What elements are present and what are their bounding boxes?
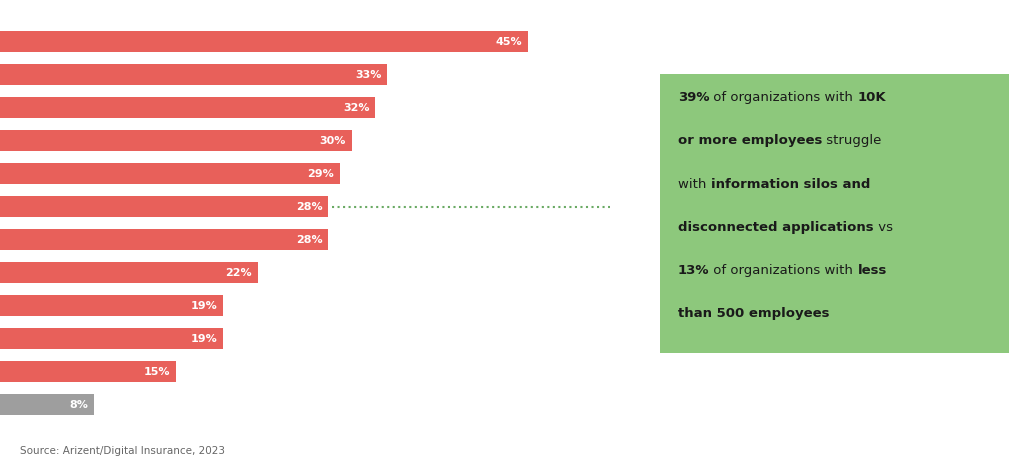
Text: than 500 employees: than 500 employees bbox=[678, 307, 829, 320]
Text: of organizations with: of organizations with bbox=[710, 91, 857, 104]
Text: Source: Arizent/Digital Insurance, 2023: Source: Arizent/Digital Insurance, 2023 bbox=[20, 445, 225, 456]
Text: vs: vs bbox=[873, 221, 893, 234]
Text: of organizations with: of organizations with bbox=[710, 264, 857, 277]
Text: 32%: 32% bbox=[343, 103, 370, 113]
Bar bbox=[0, 394, 94, 415]
Bar bbox=[0, 361, 176, 382]
Text: struggle: struggle bbox=[822, 134, 882, 147]
Bar bbox=[0, 131, 352, 151]
Text: 45%: 45% bbox=[496, 37, 522, 46]
Text: or more employees: or more employees bbox=[678, 134, 822, 147]
Bar bbox=[0, 262, 258, 283]
Text: less: less bbox=[857, 264, 887, 277]
Text: 15%: 15% bbox=[143, 367, 170, 377]
Bar bbox=[0, 98, 376, 118]
Text: 29%: 29% bbox=[307, 169, 334, 179]
Text: 8%: 8% bbox=[69, 400, 88, 410]
Text: 10K: 10K bbox=[857, 91, 886, 104]
Bar bbox=[0, 164, 340, 184]
Bar bbox=[0, 197, 329, 217]
Text: 28%: 28% bbox=[296, 235, 323, 245]
Text: 30%: 30% bbox=[319, 136, 346, 146]
Text: 28%: 28% bbox=[296, 202, 323, 212]
Text: 19%: 19% bbox=[190, 334, 217, 344]
Bar bbox=[0, 32, 527, 52]
Text: with: with bbox=[678, 178, 711, 191]
Text: 22%: 22% bbox=[225, 268, 252, 278]
Text: 39%: 39% bbox=[678, 91, 710, 104]
Text: 13%: 13% bbox=[678, 264, 710, 277]
Text: disconnected applications: disconnected applications bbox=[678, 221, 873, 234]
Text: 19%: 19% bbox=[190, 301, 217, 311]
Text: information silos and: information silos and bbox=[711, 178, 870, 191]
Bar bbox=[0, 65, 387, 85]
Bar bbox=[0, 229, 329, 250]
Bar bbox=[0, 295, 223, 316]
Text: 33%: 33% bbox=[355, 70, 381, 80]
Bar bbox=[0, 328, 223, 349]
